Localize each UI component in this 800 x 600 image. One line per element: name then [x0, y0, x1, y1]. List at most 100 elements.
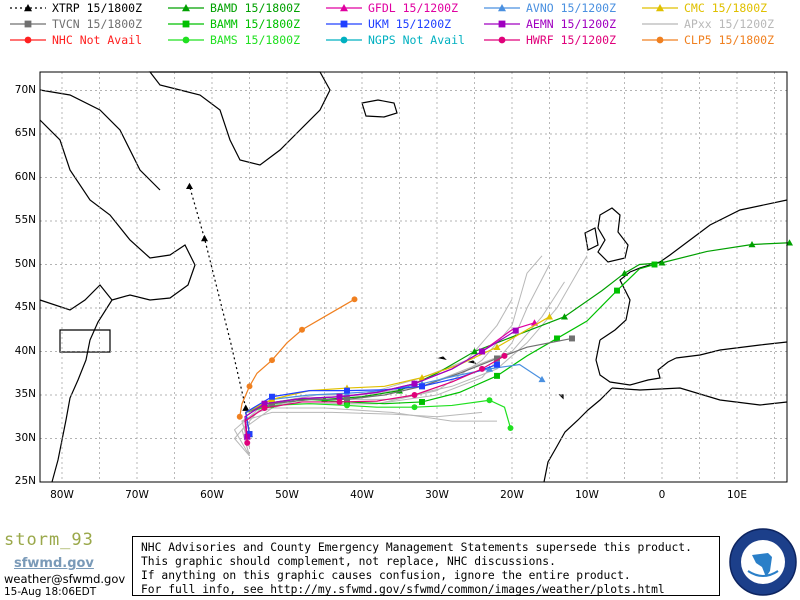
- track-point: [656, 36, 664, 44]
- lat-label: 60N: [14, 170, 36, 183]
- coastline-segment: [59, 329, 111, 353]
- triangle-marker-icon: [326, 4, 362, 12]
- coastline-segment: [361, 99, 398, 118]
- track-point: [498, 36, 506, 44]
- track-point: [261, 400, 268, 407]
- disclaimer-box: NHC Advisories and County Emergency Mana…: [132, 536, 720, 596]
- track-point: [419, 398, 425, 405]
- track-line: [245, 263, 655, 435]
- contact-email: weather@sfwmd.gov: [4, 572, 126, 586]
- track-aemn: [244, 327, 519, 440]
- legend-item-clp5: CLP5 15/1800Z: [640, 33, 796, 47]
- track-point: [479, 348, 485, 355]
- legend-item-bamm: BAMM 15/1800Z: [166, 17, 322, 31]
- coastline-segment: [39, 284, 113, 483]
- track-point: [269, 357, 275, 364]
- track-point: [418, 374, 426, 381]
- legend-label: APxx 15/1200Z: [684, 17, 775, 31]
- track-point: [182, 4, 190, 12]
- track-point: [236, 413, 243, 420]
- coastline-segment: [39, 89, 161, 191]
- track-line: [188, 186, 247, 409]
- track-point: [261, 405, 268, 412]
- track-point: [479, 365, 485, 372]
- track-point: [748, 240, 756, 248]
- track-point: [340, 20, 348, 28]
- legend-item-cmc: CMC 15/1800Z: [640, 1, 796, 15]
- circle-marker-icon: [484, 36, 520, 44]
- triangle-marker-icon: [10, 4, 46, 12]
- track-point: [554, 335, 560, 342]
- track-point: [182, 20, 190, 28]
- lon-label: 0: [658, 489, 666, 501]
- model-tracks: [186, 182, 793, 446]
- lat-lon-grid: [40, 72, 787, 483]
- sfwmd-seal-icon: [729, 528, 797, 596]
- lon-label: 30W: [425, 489, 449, 501]
- legend-label: BAMM 15/1800Z: [210, 17, 301, 31]
- map-frame: [39, 71, 788, 483]
- track-point: [614, 287, 620, 294]
- legend-label: NGPS Not Avail: [368, 33, 465, 47]
- legend-item-gfdl: GFDL 15/1200Z: [324, 1, 480, 15]
- lat-label: 55N: [14, 214, 36, 226]
- track-point: [494, 355, 500, 362]
- triangle-marker-icon: [642, 4, 678, 12]
- none-marker-icon: [642, 23, 678, 25]
- track-point: [486, 365, 493, 372]
- track-xtrp: [186, 182, 250, 411]
- track-point: [561, 313, 568, 320]
- legend-item-avno: AVNO 15/1200Z: [482, 1, 638, 15]
- legend-label: CLP5 15/1800Z: [684, 33, 775, 47]
- track-point: [24, 4, 32, 12]
- triangle-marker-icon: [484, 4, 520, 12]
- lat-label: 50N: [14, 257, 36, 270]
- track-point: [344, 402, 350, 409]
- lon-label: 60W: [200, 489, 224, 501]
- legend-label: HWRF 15/1200Z: [526, 33, 617, 47]
- legend-item-xtrp: XTRP 15/1800Z: [8, 1, 164, 15]
- coastline-segment: [595, 339, 677, 386]
- track-point: [498, 4, 506, 12]
- legend-label: BAMD 15/1800Z: [210, 1, 301, 15]
- track-point: [244, 439, 251, 446]
- sfwmd-logo-text: sfwmd.gov: [14, 556, 94, 571]
- track-point: [494, 361, 500, 368]
- track-point: [269, 400, 275, 407]
- lat-label: 25N: [14, 475, 36, 487]
- track-point: [651, 261, 658, 268]
- track-point: [336, 393, 343, 400]
- legend-label: AVNO 15/1200Z: [526, 1, 617, 15]
- track-point: [486, 397, 493, 404]
- disclaimer-line: For full info, see http://my.sfwmd.gov/s…: [141, 583, 665, 596]
- ensemble-track: [233, 299, 513, 457]
- ensemble-track: [241, 255, 588, 457]
- legend-label: TVCN 15/1800Z: [52, 17, 143, 31]
- legend-item-hwrf: HWRF 15/1200Z: [482, 33, 638, 47]
- track-point: [411, 404, 418, 411]
- track-point: [512, 327, 519, 334]
- track-line: [244, 330, 517, 437]
- coastline-segment: [597, 207, 629, 263]
- coastline-segment: [543, 387, 613, 483]
- track-line: [245, 399, 512, 435]
- track-line: [245, 242, 790, 435]
- lat-label: 30N: [14, 431, 36, 444]
- lon-label: 70W: [125, 489, 149, 501]
- lon-label: 10E: [727, 489, 747, 501]
- track-point: [24, 36, 32, 44]
- track-bamm: [245, 261, 658, 438]
- coastline-segment: [675, 341, 788, 359]
- track-point: [471, 348, 478, 355]
- track-point: [336, 398, 343, 405]
- track-point: [244, 433, 251, 440]
- track-point: [658, 259, 666, 266]
- circle-marker-icon: [326, 36, 362, 44]
- track-point: [656, 4, 664, 12]
- legend-item-ukm: UKM 15/1200Z: [324, 17, 480, 31]
- track-hwrf: [244, 352, 508, 446]
- track-point: [344, 387, 350, 394]
- track-point: [546, 313, 553, 320]
- lon-label: 80W: [50, 489, 74, 501]
- square-marker-icon: [326, 20, 362, 28]
